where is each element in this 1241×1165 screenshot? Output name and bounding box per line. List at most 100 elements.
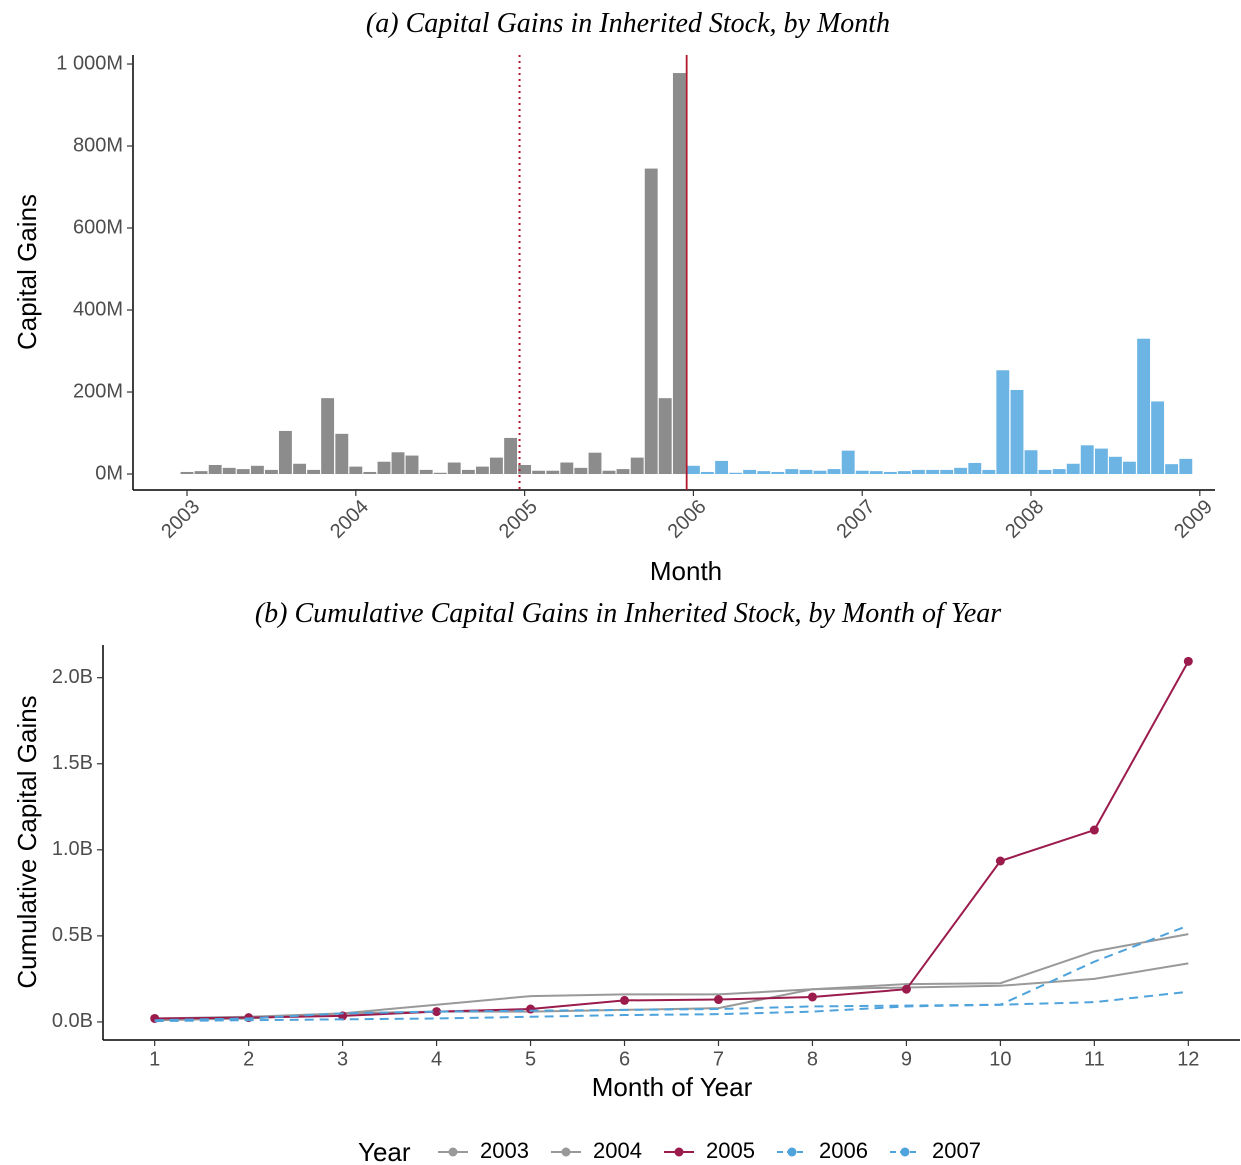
point <box>995 856 1005 866</box>
bar <box>911 469 925 475</box>
legend-marker <box>787 1147 797 1157</box>
bar <box>321 398 335 475</box>
chart-title: (b) Cumulative Capital Gains in Inherite… <box>255 598 1001 629</box>
bar <box>813 470 827 475</box>
bar <box>208 464 222 475</box>
series-line <box>154 660 1190 1020</box>
y-tick-label: 200M <box>73 380 123 402</box>
bar <box>1010 389 1024 475</box>
bar <box>194 471 208 475</box>
point <box>713 995 723 1005</box>
bar <box>672 73 686 475</box>
y-tick-label: 1.5B <box>52 752 93 774</box>
bar <box>560 462 574 475</box>
bar <box>405 455 419 475</box>
bar <box>757 471 771 475</box>
bar <box>982 469 996 475</box>
bar <box>574 467 588 475</box>
bar <box>447 462 461 475</box>
y-axis-title: Cumulative Capital Gains <box>12 695 42 988</box>
x-axis-title: Month of Year <box>592 1072 753 1102</box>
bar <box>293 463 307 475</box>
bar <box>1108 456 1122 475</box>
x-tick-label: 2003 <box>157 496 204 543</box>
y-tick-label: 600M <box>73 216 123 238</box>
bar <box>926 469 940 475</box>
legend-marker <box>561 1147 571 1157</box>
bar <box>236 469 250 475</box>
point <box>807 992 817 1002</box>
bar <box>785 469 799 475</box>
bar <box>250 465 264 475</box>
bar <box>743 469 757 475</box>
bar <box>518 464 532 475</box>
bar <box>700 471 714 475</box>
bar <box>391 452 405 475</box>
x-tick-label: 3 <box>337 1048 348 1070</box>
x-tick-label: 10 <box>989 1048 1011 1070</box>
y-tick-label: 0.5B <box>52 924 93 946</box>
bar <box>968 462 982 475</box>
bar <box>180 471 194 475</box>
bar <box>489 457 503 475</box>
x-tick-label: 9 <box>901 1048 912 1070</box>
x-tick-label: 2008 <box>1001 496 1048 543</box>
x-tick-label: 8 <box>807 1048 818 1070</box>
x-axis-title: Month <box>650 556 722 586</box>
point <box>620 995 630 1005</box>
legend-marker <box>900 1147 910 1157</box>
x-tick-label: 2006 <box>664 496 711 543</box>
bar <box>433 472 447 475</box>
bar <box>546 470 560 475</box>
bar <box>897 471 911 475</box>
legend-marker <box>674 1147 684 1157</box>
bar <box>686 465 700 475</box>
chart-title: (a) Capital Gains in Inherited Stock, by… <box>366 8 890 39</box>
bar <box>616 469 630 475</box>
bar <box>940 469 954 475</box>
point <box>1183 656 1193 666</box>
series-line <box>154 990 1189 1023</box>
series-line <box>154 933 1189 1020</box>
bar <box>729 472 743 475</box>
x-tick-label: 2009 <box>1170 496 1217 543</box>
bar <box>630 457 644 475</box>
legend-label: 2005 <box>706 1138 755 1163</box>
bar <box>715 460 729 475</box>
bar <box>349 466 363 475</box>
bar <box>475 466 489 475</box>
legend-label: 2006 <box>819 1138 868 1163</box>
bar <box>1052 469 1066 475</box>
legend-label: 2004 <box>593 1138 642 1163</box>
bar <box>1179 458 1193 475</box>
y-tick-label: 1.0B <box>52 838 93 860</box>
point <box>901 984 911 994</box>
bar <box>1137 338 1151 475</box>
bar <box>1094 448 1108 475</box>
bar <box>869 471 883 475</box>
bar <box>1024 450 1038 475</box>
bar <box>658 398 672 475</box>
bar <box>841 450 855 475</box>
bar <box>278 430 292 475</box>
bar <box>222 467 236 475</box>
legend-title: Year <box>358 1137 411 1165</box>
y-axis-title: Capital Gains <box>12 194 42 350</box>
legend-marker <box>448 1147 458 1157</box>
legend-label: 2003 <box>480 1138 529 1163</box>
bar <box>1080 445 1094 475</box>
y-tick-label: 400M <box>73 298 123 320</box>
x-tick-label: 2004 <box>326 496 373 543</box>
y-tick-label: 2.0B <box>52 666 93 688</box>
bar <box>883 471 897 475</box>
x-tick-label: 11 <box>1084 1048 1105 1070</box>
point <box>432 1007 442 1017</box>
bar <box>644 168 658 475</box>
x-tick-label: 7 <box>713 1048 724 1070</box>
legend-label: 2007 <box>932 1138 981 1163</box>
bar <box>532 470 546 475</box>
x-tick-label: 1 <box>149 1048 160 1070</box>
x-tick-label: 12 <box>1177 1048 1199 1070</box>
x-tick-label: 2007 <box>832 496 879 543</box>
